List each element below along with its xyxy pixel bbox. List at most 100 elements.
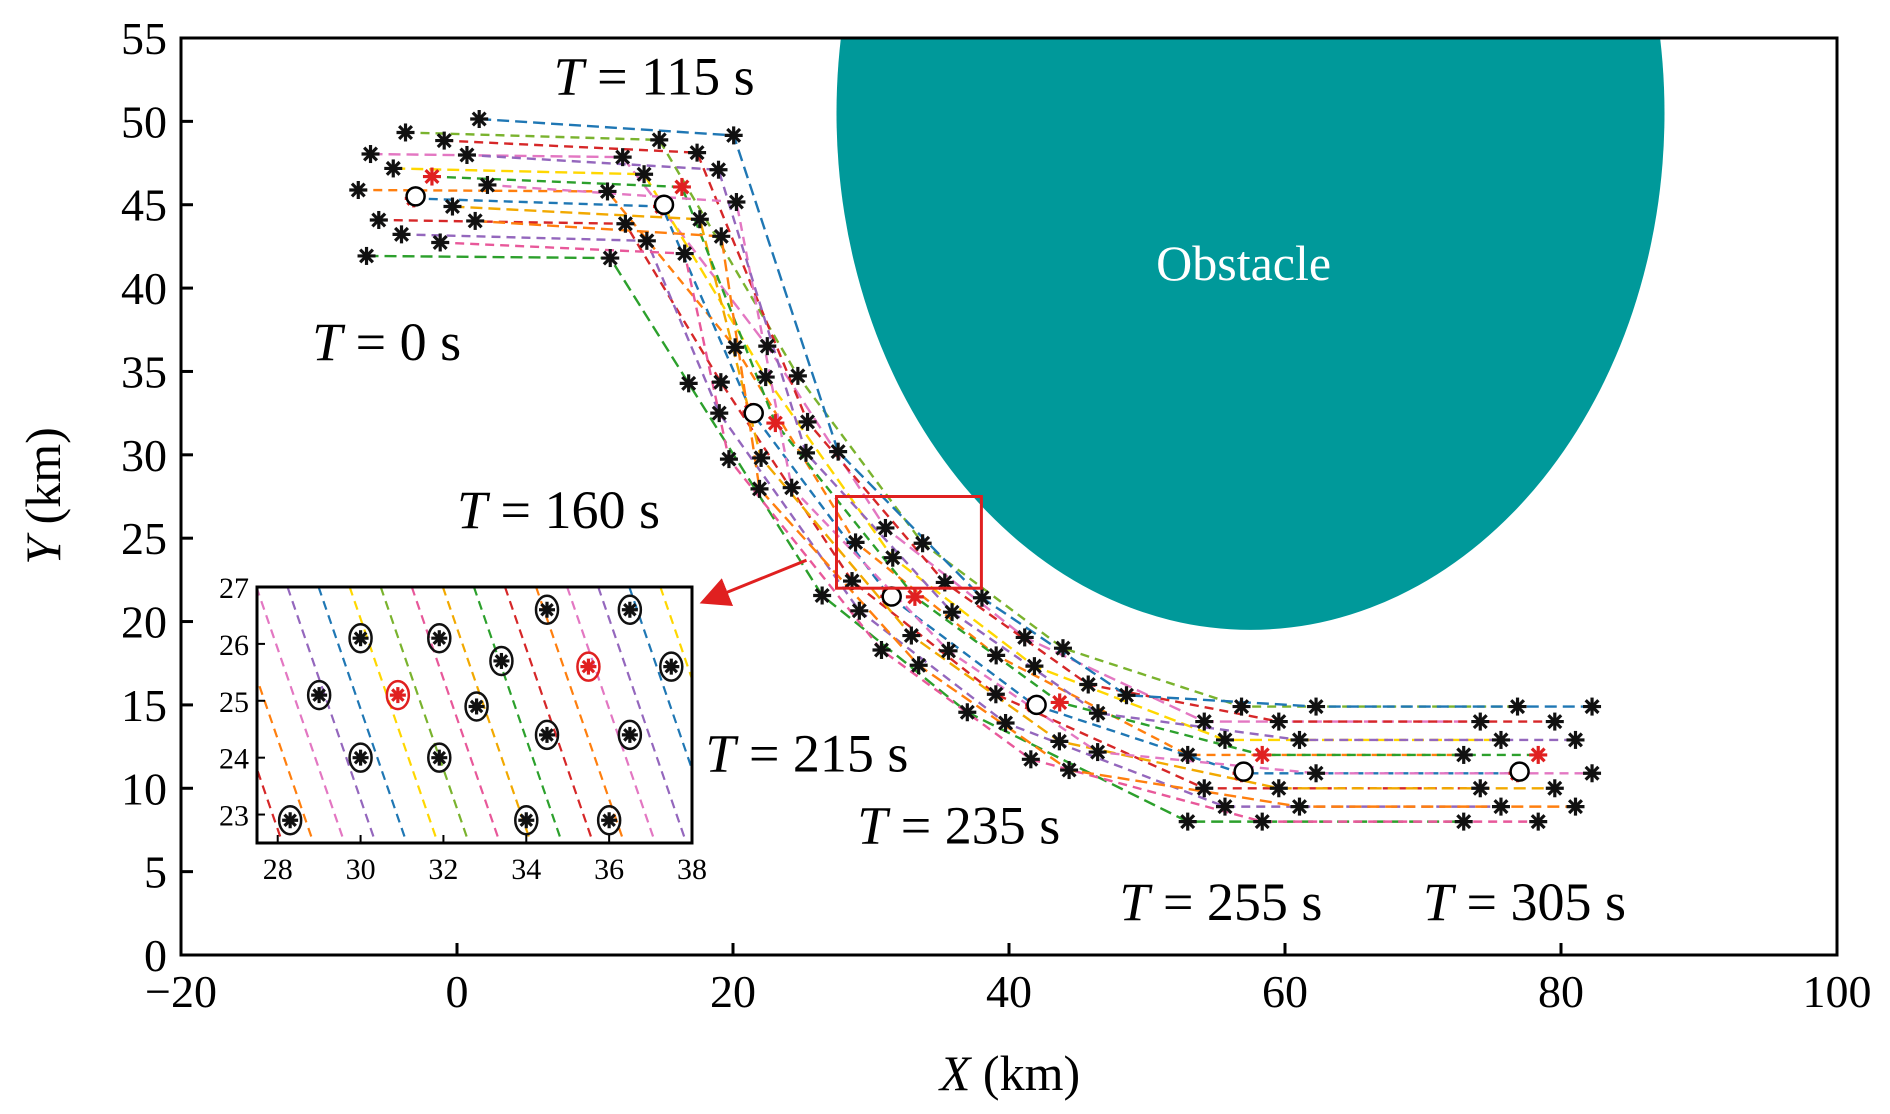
inset-agent-ring [385,679,411,711]
time-label: T = 255 s [1119,872,1322,932]
agent-marker [470,110,489,129]
inset-agent-ring [514,804,539,836]
inset-x-tick-label: 28 [263,853,293,886]
agent-marker [1021,750,1040,769]
inset-y-tick-label: 23 [219,800,249,833]
agent-marker [1215,797,1234,816]
inset-trajectory-line [317,587,408,843]
obstacle-label: Obstacle [1156,235,1331,291]
agent-marker [1060,761,1079,780]
inset-agent-ring [427,622,452,654]
y-tick-label: 20 [121,597,167,648]
agent-marker [1583,764,1602,783]
agent-marker [727,193,746,212]
inset-agent-marker [518,812,535,829]
x-tick-label: 20 [710,966,756,1017]
y-tick-label: 5 [144,847,167,898]
agent-marker [1471,779,1490,798]
inset-trajectory-line [257,587,346,843]
agent-marker [829,442,848,461]
inset-trajectory-line [348,587,439,843]
time-label: T = 0 s [312,312,461,372]
agent-marker [598,182,617,201]
inset-agent-marker [663,658,680,675]
agent-marker [798,412,817,431]
inset-trajectory-line [379,587,471,843]
y-tick-label: 50 [121,96,167,147]
inset-agent-ring [576,651,601,682]
agent-marker [601,249,620,268]
agent-marker [1583,697,1602,716]
agent-marker [349,180,368,199]
agent-marker [958,703,977,722]
y-tick-label: 0 [144,930,167,981]
inset-agent-marker [580,658,597,675]
inset-agent-marker [431,630,448,647]
agent-marker [478,175,497,194]
agent-marker [392,225,411,244]
inset-trajectory-line [503,587,595,843]
agent-marker [1178,812,1197,831]
formation-center-marker [405,186,426,207]
inset-agent-ring [348,742,373,773]
zoom-arrow [699,558,808,607]
inset-agent-ring [489,645,514,677]
inset-agent-marker [601,812,618,829]
agent-marker [1050,693,1069,712]
agent-marker [457,145,476,164]
inset-agent-ring [534,719,560,751]
agent-marker [384,159,403,178]
agent-marker [996,713,1015,732]
formation-center-marker [1233,761,1254,782]
x-tick-label: 40 [986,966,1032,1017]
agent-marker [1253,812,1272,831]
inset-x-tick-label: 38 [677,853,707,886]
inset-agent-ring [427,742,452,773]
agent-marker [650,130,669,149]
agent-marker [1566,797,1585,816]
agent-marker [943,603,962,622]
agent-marker [756,368,775,387]
agent-marker [690,210,709,229]
agent-marker [1454,745,1473,764]
agent-marker [788,366,807,385]
agent-marker [1117,686,1136,705]
agent-marker [1088,743,1107,762]
agent-marker [613,148,632,167]
time-label: T = 160 s [457,480,660,540]
inset-agent-marker [621,726,638,743]
inset-trajectory-line [286,587,377,843]
obstacle-disk [836,38,1665,630]
formation-center-marker [881,586,902,607]
inset-trajectory-lines [257,587,692,843]
agent-marker [1195,712,1214,731]
y-tick-label: 55 [121,13,167,64]
inset-agent-markers [277,594,684,836]
zoom-box [835,495,983,590]
formation-center-marker [743,402,764,424]
y-tick-label: 30 [121,430,167,481]
inset-agent-ring [306,679,332,711]
agent-marker [758,337,777,356]
inset-agent-marker [468,698,485,715]
agent-marker [1566,730,1585,749]
agent-marker [986,685,1005,704]
inset-y-tick-label: 26 [219,629,249,662]
agent-marker [752,448,771,467]
agent-marker [637,231,656,250]
agent-marker [726,338,745,357]
y-tick-label: 40 [121,263,167,314]
agent-marker [1529,745,1548,764]
agent-marker [1545,712,1564,731]
agent-marker [672,177,691,196]
inset-trajectory-line [565,587,657,843]
inset-y-tick-label: 27 [219,572,249,605]
agent-marker [1269,779,1288,798]
formation-center-marker [653,194,675,215]
agent-marker [939,641,958,660]
inset-x-ticks: 28 30 32 34 36 38 [263,835,707,886]
x-tick-label: −20 [145,966,217,1017]
agent-marker [850,601,869,620]
inset-trajectory-line [597,587,688,843]
agent-marker [1307,697,1326,716]
